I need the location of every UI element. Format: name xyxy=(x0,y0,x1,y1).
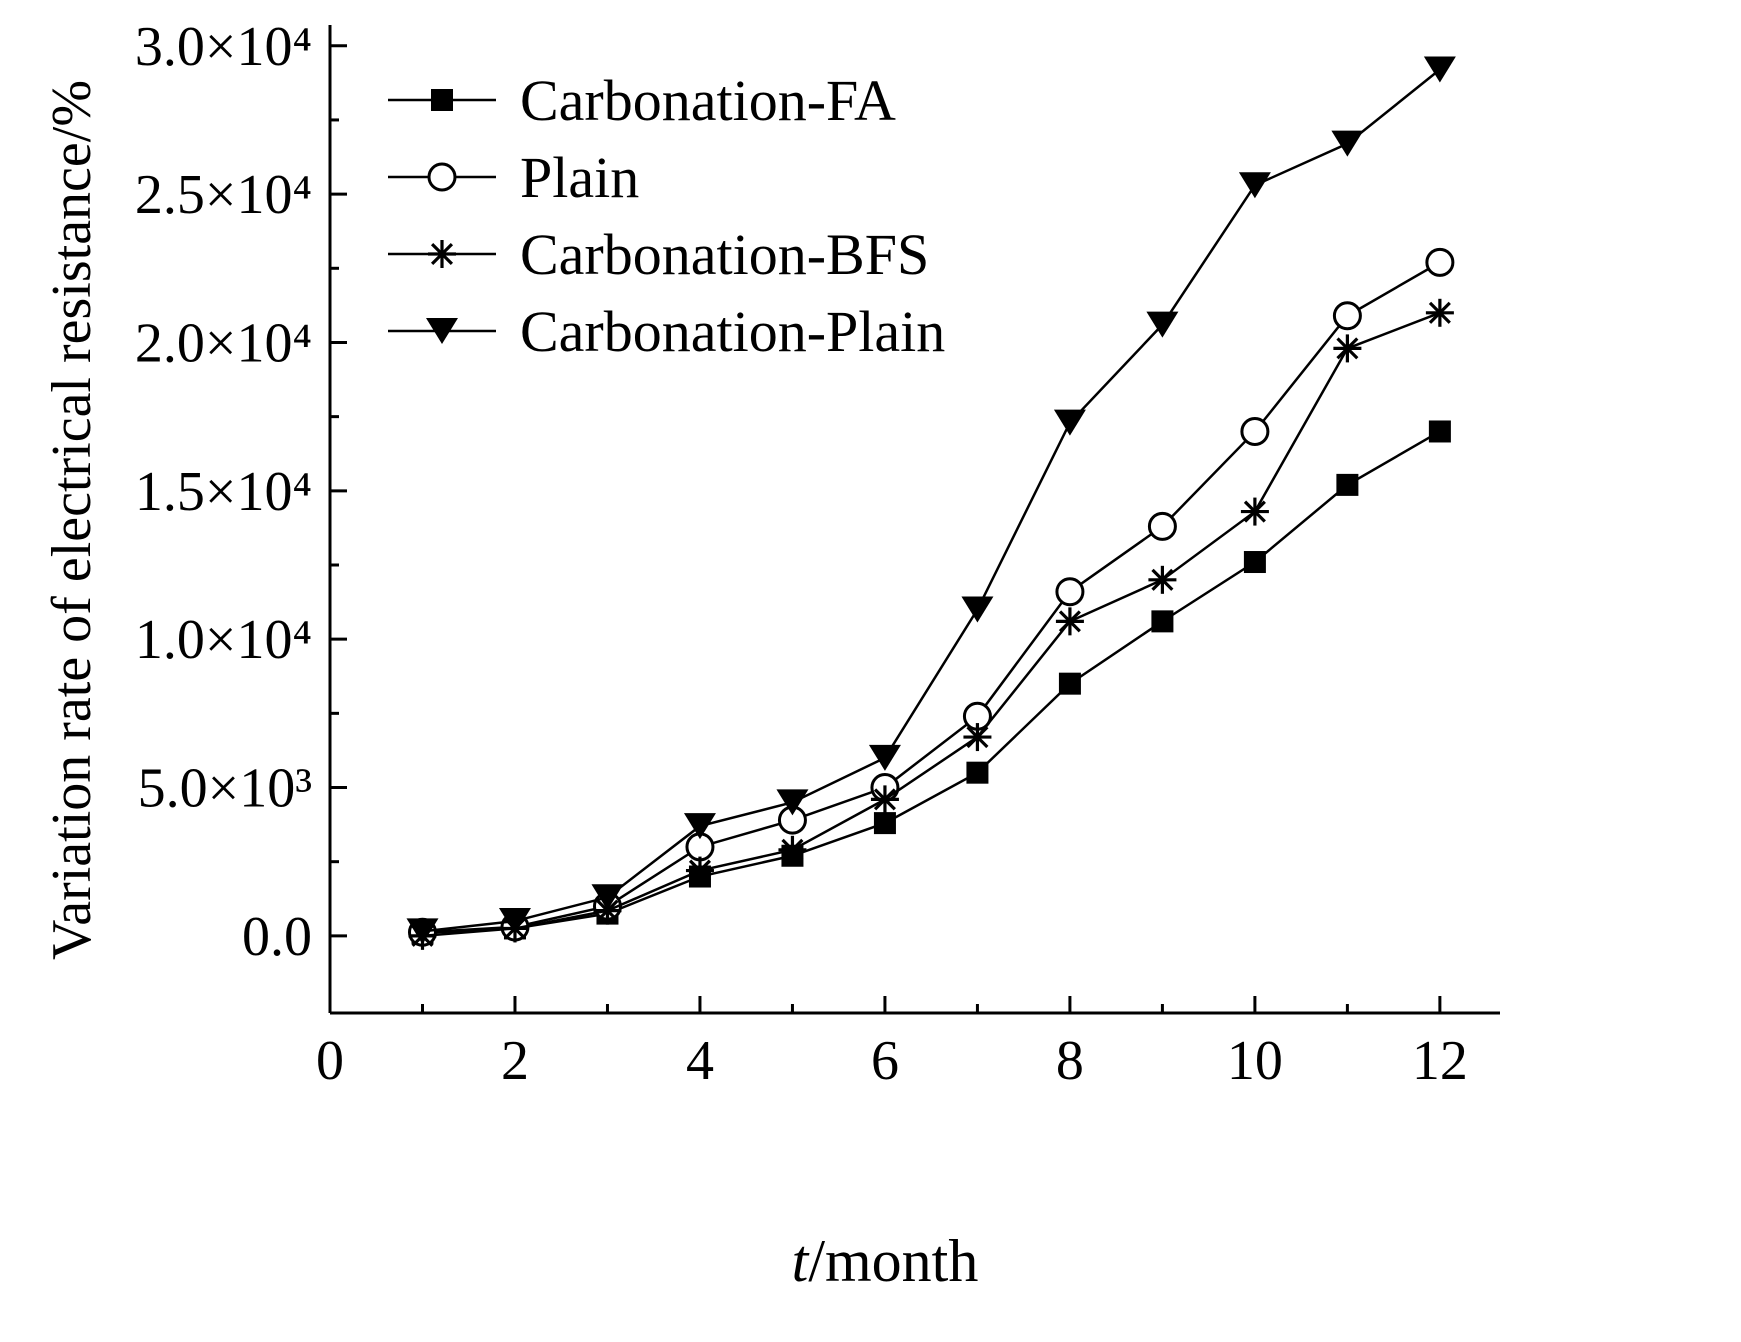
asterisk-marker xyxy=(778,835,807,864)
triangle-down-marker xyxy=(1423,56,1456,83)
circle-marker xyxy=(1425,247,1455,277)
asterisk-marker xyxy=(593,896,622,925)
x-tick-label: 8 xyxy=(1056,1030,1084,1092)
triangle-down-marker xyxy=(868,744,901,771)
square-marker xyxy=(1428,420,1451,443)
series-line xyxy=(422,261,1441,934)
asterisk-marker xyxy=(685,856,714,885)
legend-label: Plain xyxy=(520,145,639,210)
triangle-down-marker xyxy=(776,789,809,816)
triangle-down-marker xyxy=(498,908,531,935)
y-tick-label: 1.0×10⁴ xyxy=(135,609,312,671)
legend-entry: Plain xyxy=(388,145,639,210)
circle-marker xyxy=(1332,301,1362,331)
series-line xyxy=(422,311,1441,938)
legend-entry: Carbonation-FA xyxy=(388,68,896,133)
asterisk-marker xyxy=(1055,607,1084,636)
square-marker xyxy=(966,761,989,784)
x-tick-label: 4 xyxy=(686,1030,714,1092)
y-tick-label: 0.0 xyxy=(242,906,312,968)
triangle-down-marker xyxy=(406,918,439,945)
triangle-down-marker xyxy=(1053,409,1086,436)
circle-marker xyxy=(1147,511,1177,541)
legend-label: Carbonation-Plain xyxy=(520,299,945,364)
asterisk-marker xyxy=(428,240,456,268)
asterisk-marker xyxy=(870,785,899,814)
y-tick-label: 3.0×10⁴ xyxy=(135,16,312,78)
circle-marker xyxy=(1055,577,1085,607)
x-tick-label: 0 xyxy=(316,1030,344,1092)
asterisk-marker xyxy=(963,723,992,752)
y-axis-title: Variation rate of electrical resistance/… xyxy=(41,80,103,960)
series-carbonation-bfs xyxy=(408,298,1454,950)
triangle-down-marker xyxy=(426,318,458,344)
triangle-down-marker xyxy=(591,884,624,911)
circle-marker xyxy=(1240,416,1270,446)
legend: Carbonation-FA Plain Carbonation-BFS Carbon… xyxy=(388,68,945,364)
tick-labels: 0 2 4 6 8 10 12 0.0 5.0×10³ 1.0×10⁴ 1.5×10⁴ 2.0×10⁴… xyxy=(135,16,1468,1092)
x-axis-title-unit: /month xyxy=(808,1228,979,1294)
triangle-down-marker xyxy=(683,813,716,840)
legend-label: Carbonation-BFS xyxy=(520,222,929,287)
y-tick-label: 1.5×10⁴ xyxy=(135,461,312,523)
asterisk-marker xyxy=(1240,497,1269,526)
legend-entry: Carbonation-Plain xyxy=(388,299,945,364)
x-axis-title-variable: t xyxy=(791,1228,809,1294)
series-line xyxy=(422,430,1441,935)
triangle-down-marker xyxy=(1331,130,1364,157)
y-tick-label: 2.0×10⁴ xyxy=(135,312,312,374)
square-marker xyxy=(1151,610,1174,633)
square-marker xyxy=(1336,473,1359,496)
legend-label: Carbonation-FA xyxy=(520,68,896,133)
axes xyxy=(328,25,1500,1015)
square-marker xyxy=(1243,551,1266,574)
y-tick-label: 2.5×10⁴ xyxy=(135,164,312,226)
circle-marker xyxy=(427,162,457,192)
asterisk-marker xyxy=(1425,298,1454,327)
square-marker xyxy=(431,89,453,111)
asterisk-marker xyxy=(1148,565,1177,594)
x-tick-label: 6 xyxy=(871,1030,899,1092)
triangle-down-marker xyxy=(961,596,994,623)
y-tick-label: 5.0×10³ xyxy=(138,758,312,820)
x-tick-label: 10 xyxy=(1227,1030,1283,1092)
x-axis-title: t/month xyxy=(535,1225,1235,1297)
triangle-down-marker xyxy=(1146,311,1179,338)
x-tick-label: 12 xyxy=(1412,1030,1468,1092)
asterisk-marker xyxy=(1333,334,1362,363)
series-line xyxy=(422,68,1441,933)
triangle-down-marker xyxy=(1238,172,1271,199)
series-carbonation-plain xyxy=(406,56,1456,945)
square-marker xyxy=(1058,672,1081,695)
x-tick-label: 2 xyxy=(501,1030,529,1092)
legend-entry: Carbonation-BFS xyxy=(388,222,929,287)
square-marker xyxy=(873,812,896,835)
